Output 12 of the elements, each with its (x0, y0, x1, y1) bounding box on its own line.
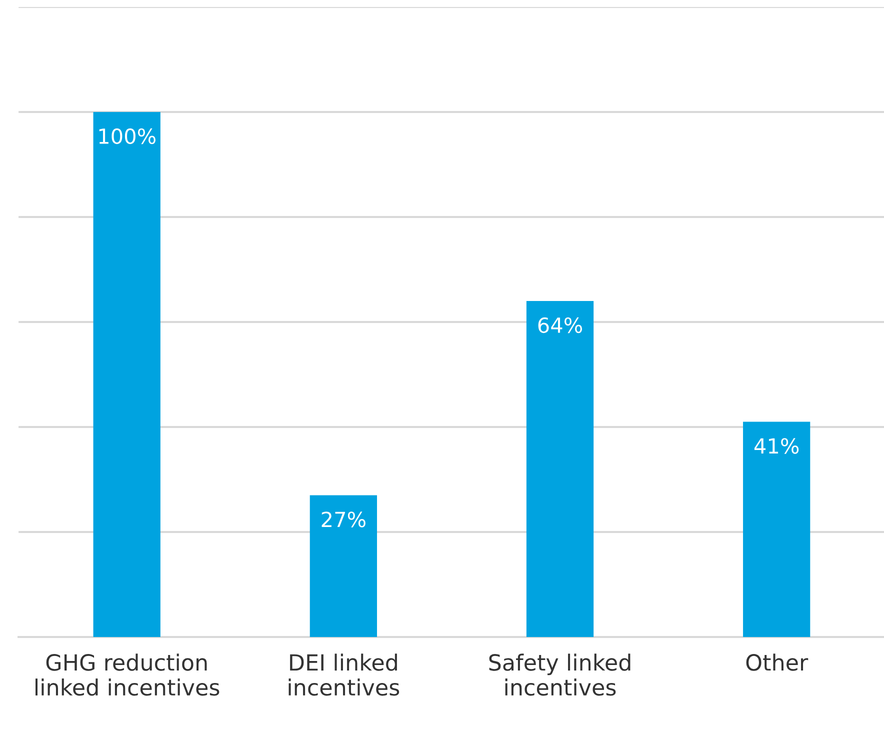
data-label: 41% (754, 438, 799, 454)
x-tick-label: DEI linked incentives (288, 654, 400, 696)
bar (93, 112, 160, 637)
data-label: 64% (538, 317, 582, 334)
data-label: 100% (99, 128, 156, 144)
x-tick-label: Other (746, 654, 808, 671)
bar (526, 301, 594, 637)
x-tick-label: Safety linked incentives (489, 654, 630, 696)
bar (743, 422, 810, 637)
bar (310, 495, 378, 637)
x-tick-label: GHG reduction linked incentives (36, 654, 220, 696)
data-label: 27% (322, 512, 366, 528)
